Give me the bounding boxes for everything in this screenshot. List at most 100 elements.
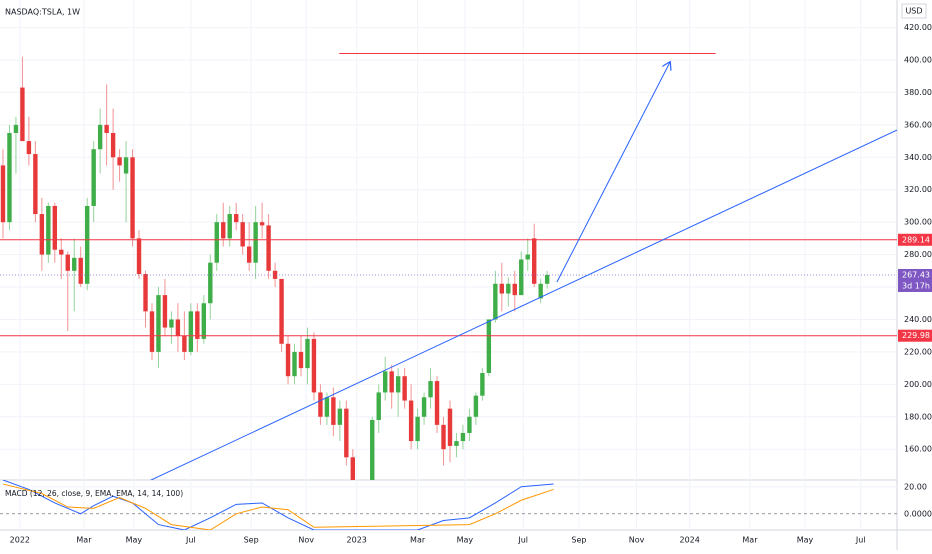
macd-line xyxy=(2,483,554,530)
candle-body xyxy=(221,222,226,239)
y-tick-label: 360.00 xyxy=(904,120,932,129)
macd-legend: MACD (12, 26, close, 9, EMA, EMA, 14, 14… xyxy=(5,489,183,498)
candle-body xyxy=(143,274,148,312)
candle-body xyxy=(512,283,517,296)
x-tick-label: Mar xyxy=(76,536,92,545)
candle-body xyxy=(26,141,32,155)
countdown-label: 3d 17h xyxy=(902,281,930,290)
y-tick-label: 340.00 xyxy=(904,153,932,162)
candle-body xyxy=(285,343,291,377)
candle-body xyxy=(272,270,278,279)
candle-body xyxy=(538,283,543,299)
candle-body xyxy=(136,238,142,275)
level-label-box xyxy=(898,329,932,342)
y-tick-label: 400.00 xyxy=(904,56,932,65)
x-tick-label: May xyxy=(797,536,814,545)
candle-body xyxy=(195,311,200,339)
y-tick-label: 380.00 xyxy=(904,88,932,97)
x-tick-label: 2022 xyxy=(10,536,30,545)
candle-body xyxy=(253,222,258,263)
x-tick-label: Jul xyxy=(185,536,196,545)
candle-body xyxy=(408,400,414,442)
grid xyxy=(0,0,897,530)
candle-body xyxy=(480,372,485,396)
candle-body xyxy=(214,222,219,263)
candle-body xyxy=(117,157,122,166)
candle-body xyxy=(467,416,472,433)
candle-body xyxy=(421,397,427,417)
candle-body xyxy=(506,283,511,294)
candle-body xyxy=(473,395,479,417)
price-pane xyxy=(0,53,897,525)
candle-body xyxy=(246,246,252,263)
drawing-line xyxy=(556,62,670,283)
candle-body xyxy=(311,338,317,393)
y-tick-label: 240.00 xyxy=(904,315,932,324)
candle-body xyxy=(383,371,388,393)
candle-body xyxy=(97,124,103,150)
candle-body xyxy=(149,311,155,352)
candle-body xyxy=(39,214,45,255)
candle-body xyxy=(292,351,297,377)
last-price-label: 267.43 xyxy=(902,270,930,279)
candle-body xyxy=(169,319,174,328)
last-price-box xyxy=(898,268,932,292)
y-tick-label: 180.00 xyxy=(904,412,932,421)
candle-body xyxy=(344,408,349,458)
candle-body xyxy=(46,205,51,255)
candle-body xyxy=(376,392,381,420)
candle-body xyxy=(259,222,265,226)
candle-body xyxy=(532,238,537,284)
x-tick-label: Nov xyxy=(629,536,645,545)
candle-body xyxy=(357,506,361,525)
candle-body xyxy=(395,376,401,393)
candle-body xyxy=(188,311,194,352)
candle-body xyxy=(364,506,368,525)
candle-body xyxy=(279,278,284,344)
y-tick-label: 220.00 xyxy=(904,347,932,356)
candle-body xyxy=(52,205,58,250)
level-label: 289.14 xyxy=(902,235,930,244)
x-tick-label: May xyxy=(457,536,474,545)
x-tick-label: Jul xyxy=(517,536,528,545)
candle-body xyxy=(13,124,19,133)
candle-body xyxy=(318,392,323,417)
x-tick-label: Sep xyxy=(571,536,586,545)
candle-body xyxy=(519,259,524,296)
candle-body xyxy=(402,376,407,401)
y-tick-label: 200.00 xyxy=(904,380,932,389)
candle-body xyxy=(454,441,459,446)
x-tick-label: May xyxy=(126,536,143,545)
x-tick-label: 2023 xyxy=(347,536,367,545)
candle-body xyxy=(123,157,129,174)
y-tick-label: 320.00 xyxy=(904,185,932,194)
candle-body xyxy=(350,457,356,480)
candle-body xyxy=(20,87,25,142)
candle-body xyxy=(370,420,375,480)
macd-line xyxy=(2,480,554,530)
candle-body xyxy=(493,283,498,320)
x-tick-label: Nov xyxy=(298,536,314,545)
y-tick-label: 420.00 xyxy=(904,23,932,32)
x-tick-label: Mar xyxy=(742,536,758,545)
candle-body xyxy=(266,225,271,271)
currency: USD xyxy=(905,7,922,16)
candle-body xyxy=(130,157,135,239)
candle-body xyxy=(227,214,232,239)
x-tick-label: 2024 xyxy=(680,536,700,545)
symbol-title: NASDAQ:TSLA, 1W xyxy=(5,8,80,17)
candle-body xyxy=(324,397,330,417)
level-label: 229.98 xyxy=(902,331,930,340)
candle-body xyxy=(544,274,550,284)
candle-body xyxy=(0,165,6,223)
x-tick-label: Mar xyxy=(410,536,426,545)
candle-body xyxy=(201,303,207,339)
drawing-line xyxy=(149,129,897,480)
candle-body xyxy=(240,222,245,247)
candle-body xyxy=(7,132,12,223)
axes: 160.00180.00200.00220.00240.00260.00280.… xyxy=(10,23,932,545)
candle-body xyxy=(84,205,90,284)
candle-body xyxy=(175,319,181,336)
candle-body xyxy=(234,214,239,223)
x-tick-label: Sep xyxy=(244,536,259,545)
